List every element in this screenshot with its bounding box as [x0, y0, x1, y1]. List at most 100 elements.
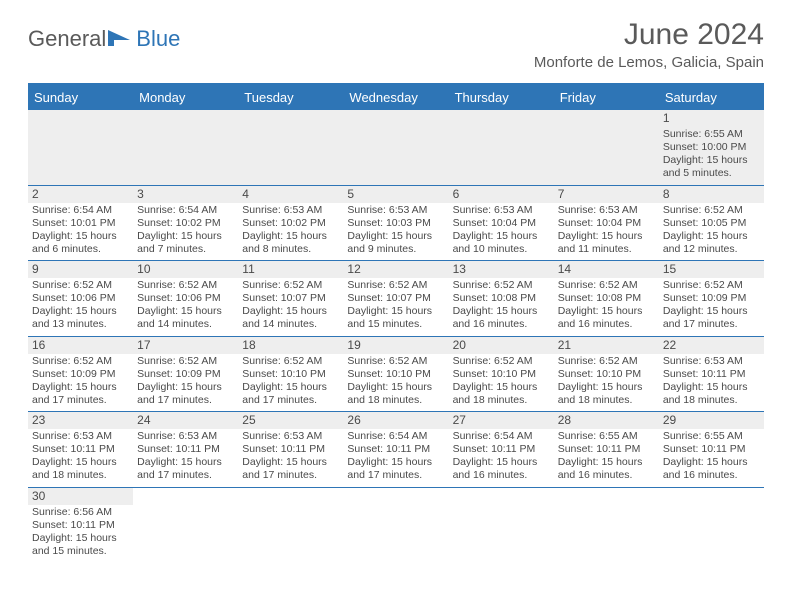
sunrise-line: Sunrise: 6:53 AM: [347, 204, 444, 217]
daylight-line: Daylight: 15 hours and 13 minutes.: [32, 305, 129, 331]
sunset-line: Sunset: 10:10 PM: [558, 368, 655, 381]
sunrise-line: Sunrise: 6:53 AM: [242, 204, 339, 217]
sunrise-line: Sunrise: 6:52 AM: [453, 355, 550, 368]
sunset-line: Sunset: 10:11 PM: [347, 443, 444, 456]
logo-text-1: General: [28, 26, 106, 52]
day-number: 29: [659, 412, 764, 429]
sunrise-line: Sunrise: 6:53 AM: [663, 355, 760, 368]
daylight-line: Daylight: 15 hours and 17 minutes.: [242, 456, 339, 482]
sunset-line: Sunset: 10:07 PM: [242, 292, 339, 305]
day-number: 26: [343, 412, 448, 429]
daylight-line: Daylight: 15 hours and 5 minutes.: [663, 154, 760, 180]
sunset-line: Sunset: 10:06 PM: [137, 292, 234, 305]
sunrise-line: Sunrise: 6:55 AM: [663, 128, 760, 141]
daylight-line: Daylight: 15 hours and 17 minutes.: [137, 456, 234, 482]
day-cell: 4Sunrise: 6:53 AMSunset: 10:02 PMDayligh…: [238, 186, 343, 261]
empty-cell: [554, 488, 659, 563]
sunset-line: Sunset: 10:11 PM: [663, 368, 760, 381]
day-cell: 28Sunrise: 6:55 AMSunset: 10:11 PMDaylig…: [554, 412, 659, 487]
empty-cell: [449, 110, 554, 185]
sunset-line: Sunset: 10:10 PM: [453, 368, 550, 381]
week-row: 30Sunrise: 6:56 AMSunset: 10:11 PMDaylig…: [28, 488, 764, 563]
day-cell: 26Sunrise: 6:54 AMSunset: 10:11 PMDaylig…: [343, 412, 448, 487]
sunrise-line: Sunrise: 6:55 AM: [558, 430, 655, 443]
sunrise-line: Sunrise: 6:53 AM: [242, 430, 339, 443]
sunrise-line: Sunrise: 6:53 AM: [137, 430, 234, 443]
daylight-line: Daylight: 15 hours and 12 minutes.: [663, 230, 760, 256]
empty-cell: [554, 110, 659, 185]
day-number: 2: [28, 186, 133, 203]
sunset-line: Sunset: 10:10 PM: [242, 368, 339, 381]
day-number: 23: [28, 412, 133, 429]
sunrise-line: Sunrise: 6:54 AM: [347, 430, 444, 443]
sunrise-line: Sunrise: 6:52 AM: [558, 279, 655, 292]
sunrise-line: Sunrise: 6:52 AM: [663, 204, 760, 217]
day-header-thursday: Thursday: [449, 85, 554, 110]
day-number: 18: [238, 337, 343, 354]
empty-cell: [449, 488, 554, 563]
day-number: 1: [659, 110, 764, 127]
sunrise-line: Sunrise: 6:55 AM: [663, 430, 760, 443]
sunrise-line: Sunrise: 6:52 AM: [137, 355, 234, 368]
day-header-friday: Friday: [554, 85, 659, 110]
sunset-line: Sunset: 10:11 PM: [137, 443, 234, 456]
day-cell: 7Sunrise: 6:53 AMSunset: 10:04 PMDayligh…: [554, 186, 659, 261]
week-row: 23Sunrise: 6:53 AMSunset: 10:11 PMDaylig…: [28, 412, 764, 488]
location: Monforte de Lemos, Galicia, Spain: [534, 54, 764, 71]
sunset-line: Sunset: 10:07 PM: [347, 292, 444, 305]
day-cell: 1Sunrise: 6:55 AMSunset: 10:00 PMDayligh…: [659, 110, 764, 185]
day-number: 14: [554, 261, 659, 278]
sunrise-line: Sunrise: 6:52 AM: [558, 355, 655, 368]
daylight-line: Daylight: 15 hours and 17 minutes.: [242, 381, 339, 407]
day-number: 6: [449, 186, 554, 203]
day-header-monday: Monday: [133, 85, 238, 110]
sunset-line: Sunset: 10:08 PM: [453, 292, 550, 305]
sunrise-line: Sunrise: 6:52 AM: [242, 355, 339, 368]
daylight-line: Daylight: 15 hours and 10 minutes.: [453, 230, 550, 256]
day-cell: 21Sunrise: 6:52 AMSunset: 10:10 PMDaylig…: [554, 337, 659, 412]
day-cell: 19Sunrise: 6:52 AMSunset: 10:10 PMDaylig…: [343, 337, 448, 412]
daylight-line: Daylight: 15 hours and 18 minutes.: [558, 381, 655, 407]
day-number: 30: [28, 488, 133, 505]
sunrise-line: Sunrise: 6:53 AM: [558, 204, 655, 217]
sunset-line: Sunset: 10:11 PM: [32, 519, 129, 532]
daylight-line: Daylight: 15 hours and 17 minutes.: [32, 381, 129, 407]
sunset-line: Sunset: 10:00 PM: [663, 141, 760, 154]
daylight-line: Daylight: 15 hours and 18 minutes.: [32, 456, 129, 482]
day-header-sunday: Sunday: [28, 85, 133, 110]
day-number: 16: [28, 337, 133, 354]
day-number: 19: [343, 337, 448, 354]
day-number: 24: [133, 412, 238, 429]
day-cell: 16Sunrise: 6:52 AMSunset: 10:09 PMDaylig…: [28, 337, 133, 412]
daylight-line: Daylight: 15 hours and 16 minutes.: [453, 305, 550, 331]
sunset-line: Sunset: 10:08 PM: [558, 292, 655, 305]
day-number: 4: [238, 186, 343, 203]
empty-cell: [343, 110, 448, 185]
daylight-line: Daylight: 15 hours and 18 minutes.: [347, 381, 444, 407]
day-header-wednesday: Wednesday: [343, 85, 448, 110]
daylight-line: Daylight: 15 hours and 17 minutes.: [663, 305, 760, 331]
day-number: 21: [554, 337, 659, 354]
day-header-tuesday: Tuesday: [238, 85, 343, 110]
day-number: 25: [238, 412, 343, 429]
day-number: 13: [449, 261, 554, 278]
day-cell: 22Sunrise: 6:53 AMSunset: 10:11 PMDaylig…: [659, 337, 764, 412]
daylight-line: Daylight: 15 hours and 6 minutes.: [32, 230, 129, 256]
day-cell: 13Sunrise: 6:52 AMSunset: 10:08 PMDaylig…: [449, 261, 554, 336]
daylight-line: Daylight: 15 hours and 8 minutes.: [242, 230, 339, 256]
sunset-line: Sunset: 10:02 PM: [242, 217, 339, 230]
sunrise-line: Sunrise: 6:52 AM: [137, 279, 234, 292]
sunrise-line: Sunrise: 6:52 AM: [242, 279, 339, 292]
day-cell: 29Sunrise: 6:55 AMSunset: 10:11 PMDaylig…: [659, 412, 764, 487]
day-cell: 2Sunrise: 6:54 AMSunset: 10:01 PMDayligh…: [28, 186, 133, 261]
day-header-saturday: Saturday: [659, 85, 764, 110]
day-cell: 25Sunrise: 6:53 AMSunset: 10:11 PMDaylig…: [238, 412, 343, 487]
sunrise-line: Sunrise: 6:53 AM: [32, 430, 129, 443]
day-number: 22: [659, 337, 764, 354]
week-row: 1Sunrise: 6:55 AMSunset: 10:00 PMDayligh…: [28, 110, 764, 186]
sunrise-line: Sunrise: 6:52 AM: [347, 355, 444, 368]
day-cell: 20Sunrise: 6:52 AMSunset: 10:10 PMDaylig…: [449, 337, 554, 412]
day-number: 3: [133, 186, 238, 203]
logo: General Blue: [28, 18, 180, 52]
empty-cell: [133, 110, 238, 185]
